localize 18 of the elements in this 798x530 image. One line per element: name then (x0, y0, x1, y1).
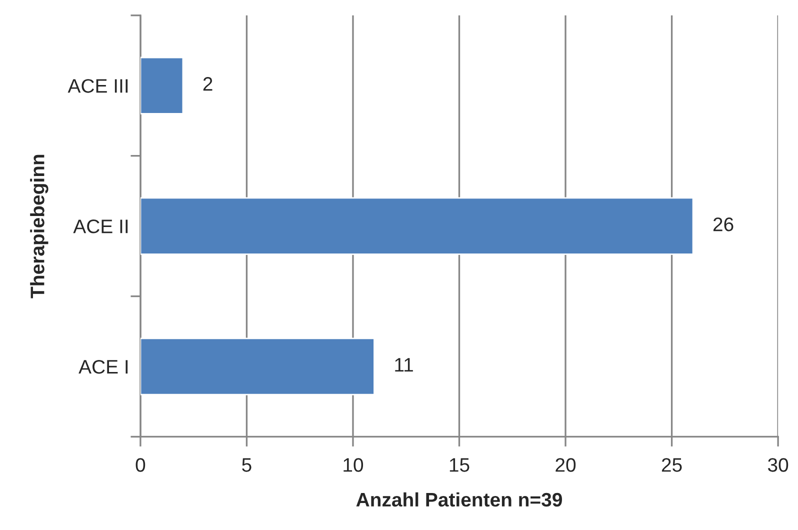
bar (140, 56, 184, 114)
x-tick-label: 25 (662, 458, 682, 472)
x-tick-label: 20 (556, 458, 576, 472)
y-axis-title: Therapiebeginn (30, 154, 48, 298)
data-label: 11 (395, 358, 413, 372)
x-tick-label: 5 (242, 458, 252, 472)
x-tick-label: 30 (768, 458, 788, 472)
y-tick-label: ACE I (78, 360, 128, 374)
bar (140, 338, 375, 396)
bar (140, 197, 694, 255)
x-axis-title: Anzahl Patienten n=39 (356, 492, 562, 507)
x-tick-label: 10 (344, 458, 364, 472)
y-tick-label: ACE III (68, 79, 128, 93)
data-label: 26 (713, 217, 734, 232)
x-tick-label: 0 (136, 458, 146, 472)
x-tick-label: 15 (450, 458, 470, 472)
y-tick-label: ACE II (73, 220, 128, 234)
data-label: 2 (203, 77, 212, 91)
